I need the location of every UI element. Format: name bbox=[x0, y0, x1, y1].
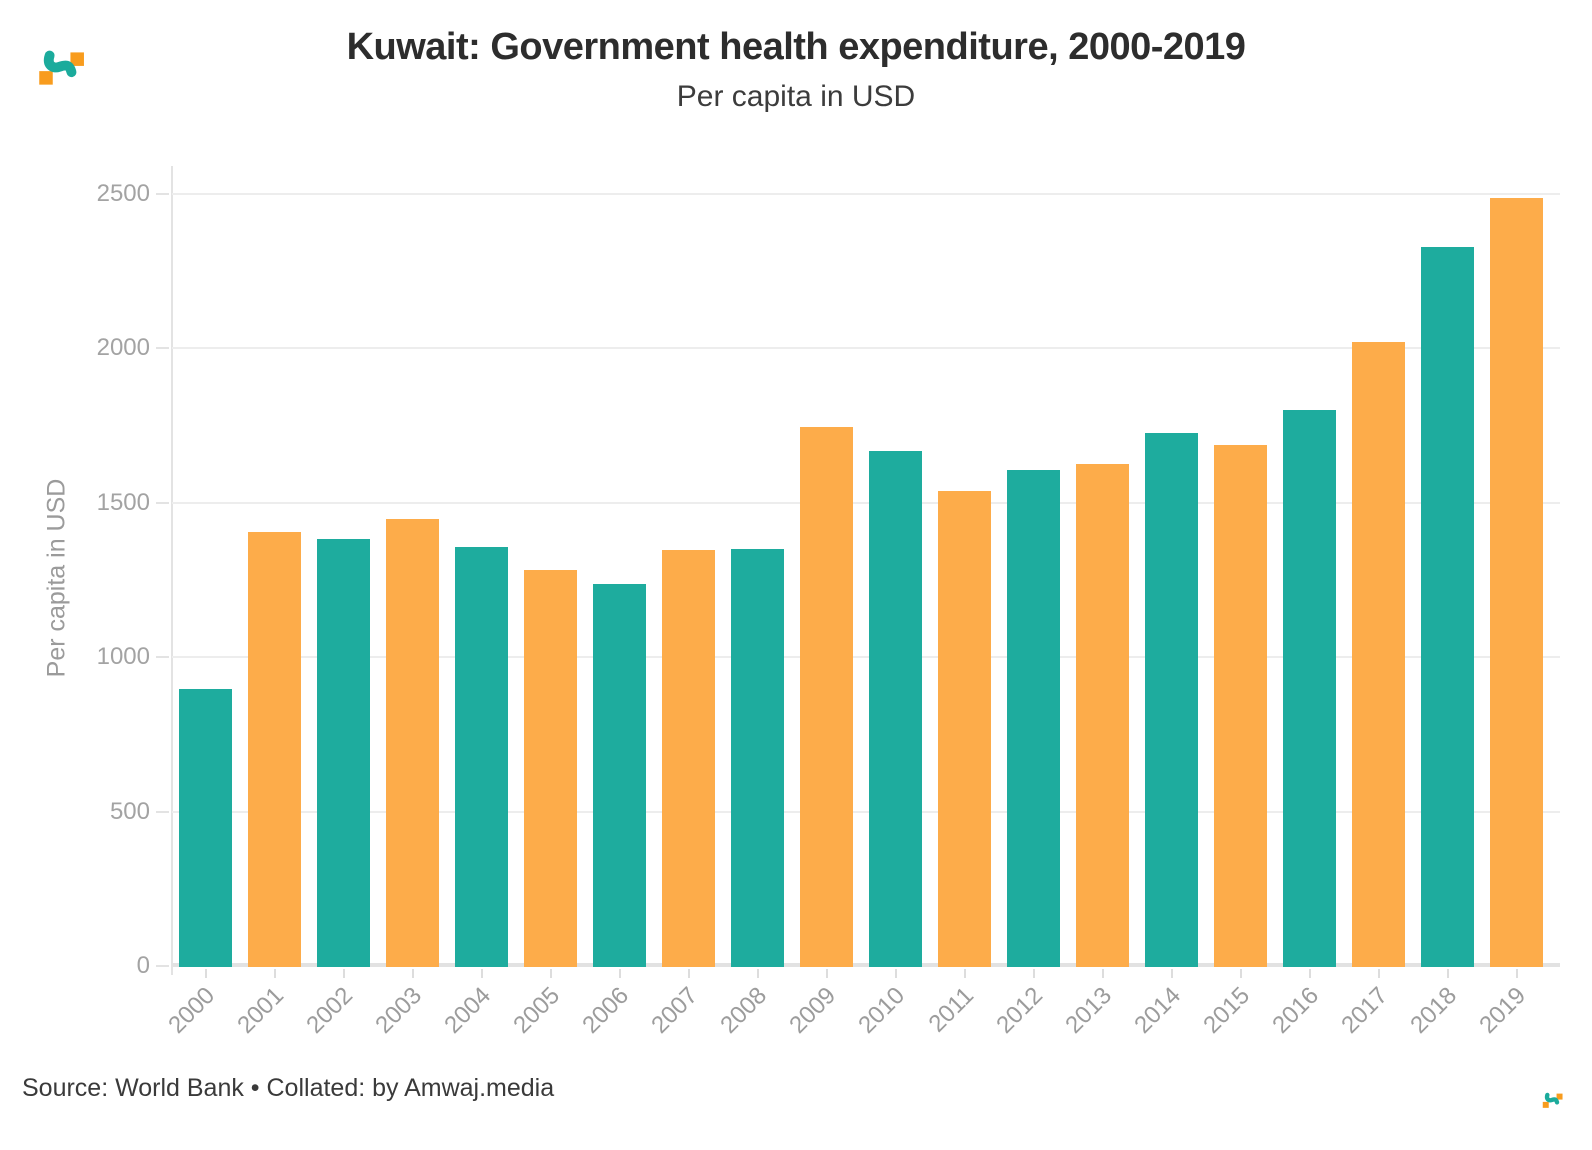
plot-area: 2000 2001 2002 2003 2004 2005 2006 2007 2008 2009… bbox=[156, 166, 1560, 1039]
x-tick-label-2014: 2014 bbox=[1128, 982, 1186, 1039]
gridline-2000 bbox=[172, 347, 1560, 350]
gridline-2500 bbox=[172, 193, 1560, 195]
x-tick-mark-2019 bbox=[1515, 969, 1518, 978]
x-tick-mark-2002 bbox=[342, 969, 345, 978]
x-tick-mark-2008 bbox=[756, 969, 759, 978]
amwaj-logo-icon-small bbox=[1540, 1091, 1563, 1115]
bar-2010[interactable] bbox=[869, 451, 922, 967]
y-tick-label-1500: 1500 bbox=[96, 488, 150, 516]
x-tick-label-2017: 2017 bbox=[1335, 982, 1393, 1039]
bar-2017[interactable] bbox=[1352, 342, 1405, 967]
x-tick-label-2005: 2005 bbox=[507, 982, 565, 1039]
x-tick-label-2016: 2016 bbox=[1266, 982, 1324, 1039]
y-tick-mark-1500 bbox=[156, 501, 169, 504]
source-attribution: Source: World Bank • Collated: by Amwaj.… bbox=[22, 1074, 555, 1102]
x-tick-mark-2016 bbox=[1308, 969, 1311, 978]
bar-2008[interactable] bbox=[731, 549, 784, 967]
bar-2007[interactable] bbox=[662, 550, 715, 967]
x-tick-label-2015: 2015 bbox=[1197, 982, 1255, 1039]
y-tick-mark-2000 bbox=[156, 347, 169, 350]
y-tick-mark-0 bbox=[156, 965, 169, 967]
bar-2016[interactable] bbox=[1283, 410, 1336, 967]
bar-2012[interactable] bbox=[1007, 470, 1060, 967]
y-axis-labels: 0 500 1000 1500 2000 2500 bbox=[0, 170, 150, 979]
x-tick-label-2012: 2012 bbox=[990, 982, 1048, 1039]
x-tick-label-2019: 2019 bbox=[1473, 982, 1531, 1039]
amwaj-logo-icon bbox=[33, 46, 85, 95]
bar-2002[interactable] bbox=[317, 539, 370, 967]
x-tick-label-2006: 2006 bbox=[576, 982, 634, 1039]
chart-title: Kuwait: Government health expenditure, 2… bbox=[346, 26, 1246, 68]
bar-2006[interactable] bbox=[593, 584, 646, 967]
x-tick-label-2004: 2004 bbox=[438, 982, 496, 1039]
x-tick-label-2008: 2008 bbox=[714, 982, 772, 1039]
bar-2009[interactable] bbox=[800, 427, 853, 967]
x-tick-label-2011: 2011 bbox=[923, 982, 979, 1038]
x-tick-mark-2009 bbox=[825, 969, 828, 978]
x-tick-mark-2006 bbox=[618, 969, 621, 978]
x-tick-label-2003: 2003 bbox=[369, 982, 427, 1039]
y-tick-label-1000: 1000 bbox=[96, 643, 150, 671]
x-tick-mark-2000 bbox=[204, 969, 207, 978]
x-tick-mark-2011 bbox=[963, 969, 966, 978]
x-axis-labels: 2000 2001 2002 2003 2004 2005 2006 2007 2008 2009… bbox=[163, 982, 1560, 1062]
x-tick-label-2013: 2013 bbox=[1059, 982, 1117, 1039]
gridline-500 bbox=[172, 810, 1560, 813]
y-tick-label-2000: 2000 bbox=[96, 334, 150, 362]
x-tick-label-2018: 2018 bbox=[1404, 982, 1462, 1039]
x-tick-mark-2013 bbox=[1101, 969, 1104, 978]
bar-2003[interactable] bbox=[386, 519, 439, 967]
bar-2011[interactable] bbox=[938, 491, 991, 967]
x-tick-label-2010: 2010 bbox=[852, 982, 910, 1039]
x-tick-mark-2004 bbox=[480, 969, 483, 978]
x-tick-mark-2010 bbox=[894, 969, 897, 978]
x-tick-mark-2001 bbox=[273, 969, 276, 978]
chart-subtitle: Per capita in USD bbox=[676, 80, 916, 113]
x-tick-mark-2017 bbox=[1377, 969, 1380, 978]
x-tick-label-2009: 2009 bbox=[783, 982, 841, 1039]
y-tick-label-0: 0 bbox=[136, 952, 150, 979]
bar-2000[interactable] bbox=[179, 689, 232, 967]
gridline-1000 bbox=[172, 656, 1560, 659]
gridline-1500 bbox=[172, 501, 1560, 504]
bar-2019[interactable] bbox=[1490, 198, 1543, 967]
bar-2001[interactable] bbox=[248, 532, 301, 967]
bar-2005[interactable] bbox=[524, 570, 577, 967]
y-tick-label-2500: 2500 bbox=[96, 180, 150, 207]
y-tick-label-500: 500 bbox=[109, 797, 150, 825]
bar-2004[interactable] bbox=[455, 547, 508, 967]
x-tick-mark-2007 bbox=[687, 969, 690, 978]
bar-2015[interactable] bbox=[1214, 445, 1267, 967]
bar-2013[interactable] bbox=[1076, 464, 1129, 967]
gridline-0 bbox=[172, 963, 1560, 967]
bar-2014[interactable] bbox=[1145, 433, 1198, 967]
y-tick-mark-2500 bbox=[156, 193, 169, 195]
x-tick-mark-2005 bbox=[549, 969, 552, 978]
y-axis-line bbox=[171, 166, 173, 975]
y-tick-mark-1000 bbox=[156, 656, 169, 659]
x-tick-mark-2014 bbox=[1170, 969, 1173, 978]
x-tick-mark-2018 bbox=[1446, 969, 1449, 978]
x-tick-label-2002: 2002 bbox=[300, 982, 358, 1039]
x-tick-mark-2015 bbox=[1239, 969, 1242, 978]
x-tick-mark-2003 bbox=[411, 969, 414, 978]
bar-2018[interactable] bbox=[1421, 247, 1474, 967]
x-tick-label-2000: 2000 bbox=[162, 982, 220, 1039]
x-tick-label-2007: 2007 bbox=[645, 982, 703, 1039]
x-tick-mark-2012 bbox=[1032, 969, 1035, 978]
y-tick-mark-500 bbox=[156, 810, 169, 813]
x-tick-label-2001: 2001 bbox=[231, 982, 289, 1039]
